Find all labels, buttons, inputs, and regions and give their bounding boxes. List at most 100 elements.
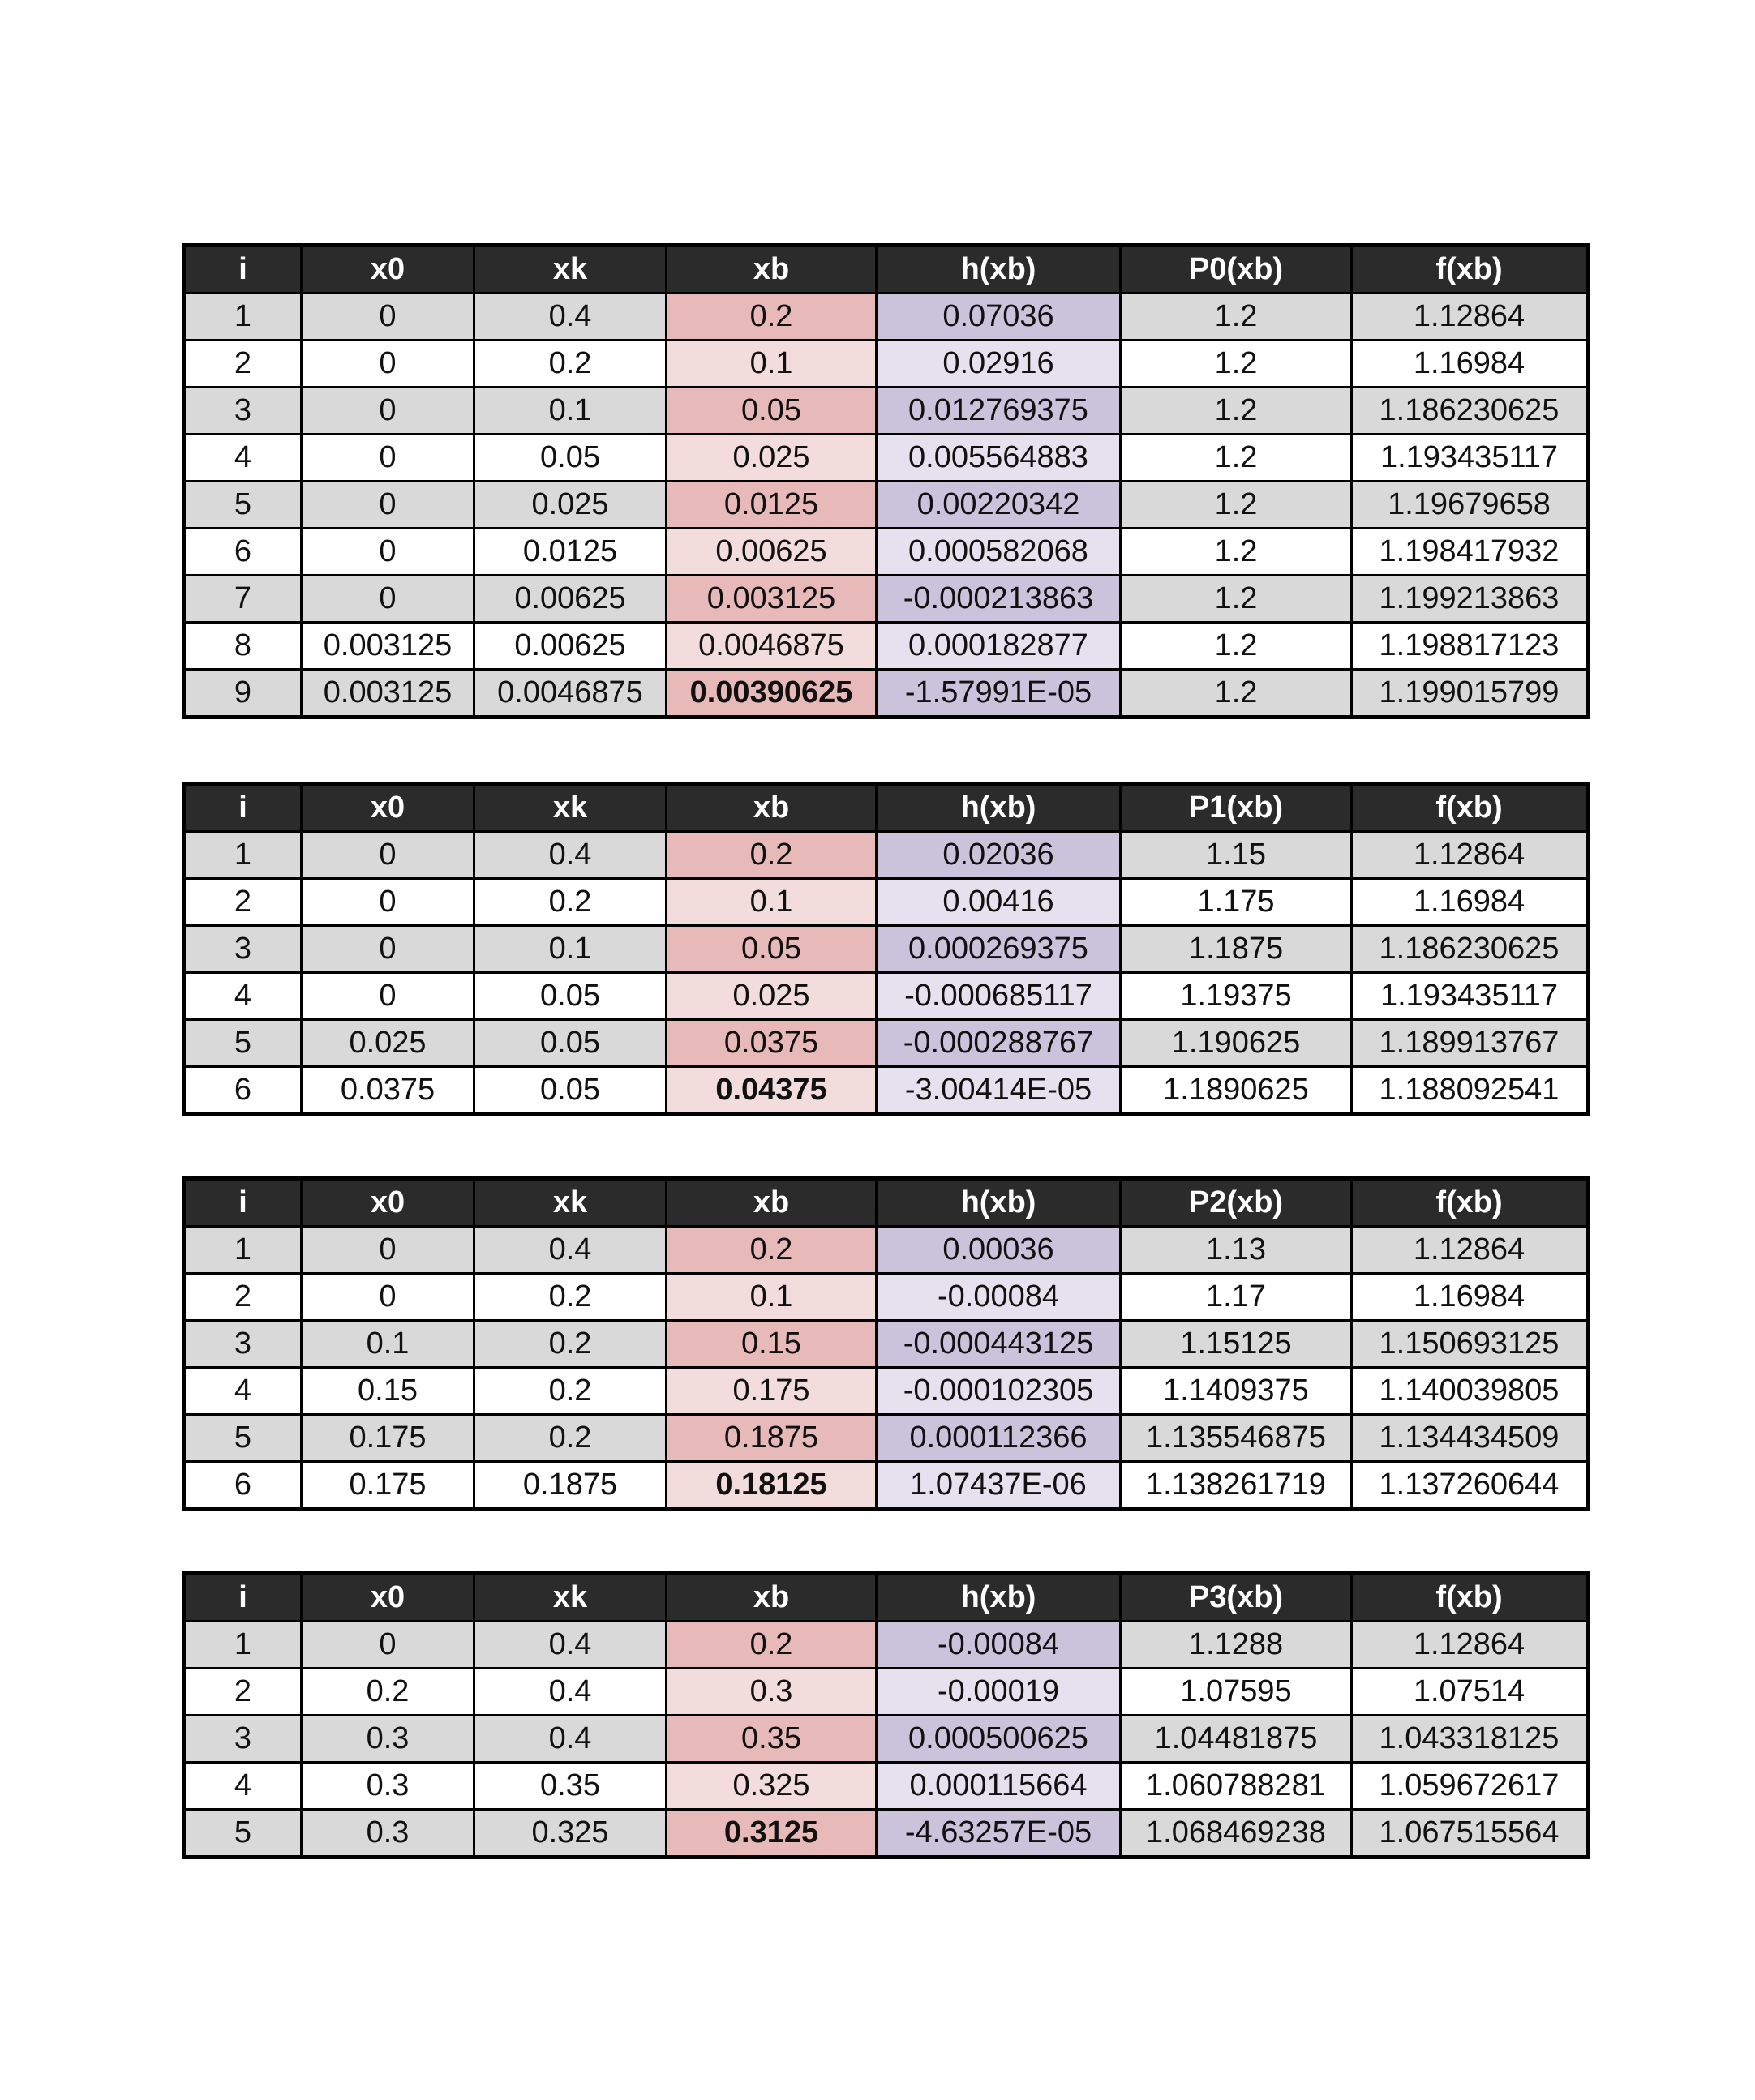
cell-xb: 0.2 (665, 830, 878, 880)
cell-i: 2 (182, 339, 303, 388)
cell-xb: 0.18125 (665, 1460, 878, 1511)
cell-h: -0.00084 (875, 1620, 1122, 1669)
cell-f: 1.16984 (1350, 877, 1589, 927)
cell-xb: 0.1 (665, 339, 878, 388)
cell-p: 1.2 (1119, 292, 1353, 341)
cell-f: 1.186230625 (1350, 386, 1589, 435)
cell-f: 1.199015799 (1350, 668, 1589, 718)
cell-p: 1.15125 (1119, 1319, 1353, 1369)
cell-xb: 0.3 (665, 1667, 878, 1716)
cell-h: -0.000443125 (875, 1319, 1122, 1369)
header-xk: xk (473, 782, 667, 833)
cell-p: 1.1890625 (1119, 1065, 1353, 1116)
table-row: 3 0 0.1 0.05 0.012769375 1.2 1.186230625 (182, 386, 1589, 435)
header-f: f(xb) (1350, 244, 1589, 294)
cell-xk: 0.2 (473, 339, 667, 388)
bisection-table-2: i x0 xk xb h(xb) P1(xb) f(xb) 1 0 0.4 0.2 0.02036 1.… (182, 782, 1590, 1116)
cell-xb: 0.35 (665, 1714, 878, 1764)
cell-h: 0.02916 (875, 339, 1122, 388)
cell-p: 1.2 (1119, 574, 1353, 624)
cell-xk: 0.1 (473, 386, 667, 435)
cell-f: 1.134434509 (1350, 1413, 1589, 1463)
cell-i: 6 (182, 1065, 303, 1116)
cell-xk: 0.00625 (473, 574, 667, 624)
cell-xk: 0.0125 (473, 527, 667, 576)
cell-i: 5 (182, 1413, 303, 1463)
cell-xb: 0.0375 (665, 1018, 878, 1068)
cell-xk: 0.05 (473, 1065, 667, 1116)
cell-i: 1 (182, 830, 303, 880)
header-f: f(xb) (1350, 1572, 1589, 1622)
cell-xb: 0.1875 (665, 1413, 878, 1463)
cell-p: 1.175 (1119, 877, 1353, 927)
cell-p: 1.13 (1119, 1225, 1353, 1275)
cell-f: 1.16984 (1350, 339, 1589, 388)
cell-h: 0.000500625 (875, 1714, 1122, 1764)
header-row: i x0 xk xb h(xb) P0(xb) f(xb) (182, 244, 1589, 294)
cell-i: 3 (182, 924, 303, 974)
cell-f: 1.12864 (1350, 830, 1589, 880)
cell-i: 5 (182, 1808, 303, 1858)
header-i: i (182, 244, 303, 294)
table-row: 3 0.1 0.2 0.15 -0.000443125 1.15125 1.15069312… (182, 1319, 1589, 1369)
cell-i: 4 (182, 1366, 303, 1416)
cell-p: 1.07595 (1119, 1667, 1353, 1716)
cell-h: 0.005564883 (875, 433, 1122, 482)
cell-x0: 0 (300, 292, 475, 341)
cell-x0: 0 (300, 386, 475, 435)
cell-f: 1.199213863 (1350, 574, 1589, 624)
cell-x0: 0 (300, 480, 475, 529)
cell-xb: 0.00390625 (665, 668, 878, 718)
cell-i: 1 (182, 1225, 303, 1275)
cell-i: 3 (182, 1714, 303, 1764)
table-row: 2 0 0.2 0.1 -0.00084 1.17 1.16984 (182, 1272, 1589, 1322)
cell-h: 0.02036 (875, 830, 1122, 880)
cell-h: 0.000112366 (875, 1413, 1122, 1463)
table-row: 2 0 0.2 0.1 0.02916 1.2 1.16984 (182, 339, 1589, 388)
cell-p: 1.17 (1119, 1272, 1353, 1322)
cell-h: -0.000102305 (875, 1366, 1122, 1416)
cell-xk: 0.35 (473, 1761, 667, 1811)
cell-p: 1.2 (1119, 621, 1353, 671)
table-row: 2 0.2 0.4 0.3 -0.00019 1.07595 1.07514 (182, 1667, 1589, 1716)
cell-i: 2 (182, 1272, 303, 1322)
header-row: i x0 xk xb h(xb) P2(xb) f(xb) (182, 1177, 1589, 1228)
header-xk: xk (473, 1177, 667, 1228)
cell-x0: 0.175 (300, 1460, 475, 1511)
table-row: 2 0 0.2 0.1 0.00416 1.175 1.16984 (182, 877, 1589, 927)
cell-h: -0.000288767 (875, 1018, 1122, 1068)
cell-p: 1.2 (1119, 668, 1353, 718)
cell-h: 0.07036 (875, 292, 1122, 341)
cell-p: 1.135546875 (1119, 1413, 1353, 1463)
cell-x0: 0 (300, 1272, 475, 1322)
cell-xb: 0.00625 (665, 527, 878, 576)
cell-x0: 0 (300, 924, 475, 974)
cell-i: 1 (182, 1620, 303, 1669)
table-row: 1 0 0.4 0.2 0.07036 1.2 1.12864 (182, 292, 1589, 341)
cell-i: 9 (182, 668, 303, 718)
cell-f: 1.12864 (1350, 1620, 1589, 1669)
cell-i: 4 (182, 433, 303, 482)
cell-xk: 0.05 (473, 433, 667, 482)
header-xk: xk (473, 1572, 667, 1622)
table-row: 4 0.3 0.35 0.325 0.000115664 1.060788281 1.059… (182, 1761, 1589, 1811)
cell-xb: 0.15 (665, 1319, 878, 1369)
cell-p: 1.068469238 (1119, 1808, 1353, 1858)
cell-h: 0.012769375 (875, 386, 1122, 435)
cell-xk: 0.4 (473, 1620, 667, 1669)
cell-xk: 0.025 (473, 480, 667, 529)
table-row: 3 0 0.1 0.05 0.000269375 1.1875 1.186230625 (182, 924, 1589, 974)
cell-h: -4.63257E-05 (875, 1808, 1122, 1858)
header-h: h(xb) (875, 1177, 1122, 1228)
cell-xk: 0.2 (473, 1413, 667, 1463)
cell-f: 1.186230625 (1350, 924, 1589, 974)
cell-xb: 0.2 (665, 1225, 878, 1275)
cell-x0: 0.2 (300, 1667, 475, 1716)
cell-p: 1.2 (1119, 527, 1353, 576)
header-row: i x0 xk xb h(xb) P3(xb) f(xb) (182, 1572, 1589, 1622)
cell-xk: 0.0046875 (473, 668, 667, 718)
cell-h: 0.000115664 (875, 1761, 1122, 1811)
header-row: i x0 xk xb h(xb) P1(xb) f(xb) (182, 782, 1589, 833)
cell-h: 1.07437E-06 (875, 1460, 1122, 1511)
cell-h: -3.00414E-05 (875, 1065, 1122, 1116)
